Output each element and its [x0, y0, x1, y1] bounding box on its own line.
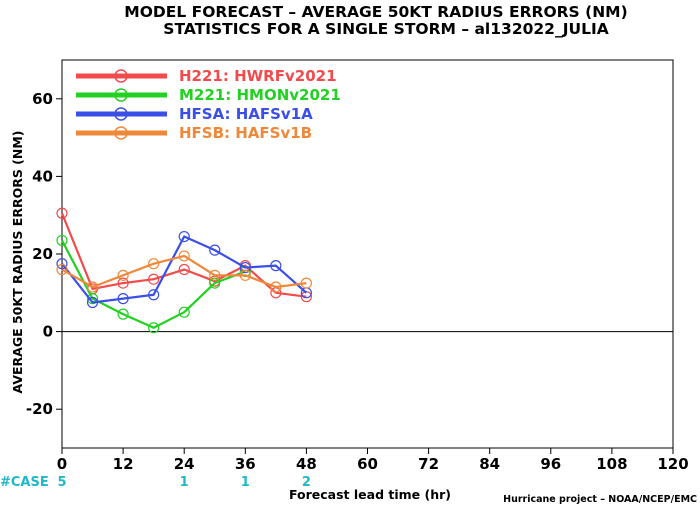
- data-point: [178, 230, 190, 243]
- data-point: [148, 258, 160, 270]
- credit-text: Hurricane project – NOAA/NCEP/EMC: [503, 494, 697, 505]
- data-point: [117, 277, 129, 289]
- data-point: [86, 293, 99, 305]
- x-tick-label: 108: [596, 455, 627, 473]
- x-tick-label: 72: [418, 455, 439, 473]
- legend-marker: [114, 69, 128, 83]
- data-point: [270, 260, 282, 272]
- chart-title: MODEL FORECAST – AVERAGE 50KT RADIUS ERR…: [124, 3, 627, 21]
- legend-marker: [114, 126, 128, 140]
- y-axis-ticks: -20 0 20 40 60: [26, 90, 62, 418]
- x-tick-label: 60: [357, 455, 378, 473]
- series-line: [61, 239, 246, 329]
- data-point: [239, 269, 251, 281]
- legend-marker: [114, 88, 128, 102]
- case-counts: 5 1 1 2: [57, 475, 310, 490]
- data-point: [117, 308, 129, 320]
- case-count: 5: [57, 475, 66, 490]
- data-point: [117, 269, 129, 281]
- data-point: [209, 244, 221, 256]
- series-line: [61, 254, 307, 289]
- data-point: [86, 296, 99, 309]
- data-point: [178, 306, 190, 318]
- y-tick-label: 60: [32, 90, 53, 108]
- case-label: #CASE: [0, 475, 49, 490]
- y-tick-label: 20: [32, 245, 53, 263]
- x-tick-label: 24: [174, 455, 195, 473]
- series-4: [56, 250, 312, 293]
- data-point: [209, 277, 221, 289]
- chart-subtitle: STATISTICS FOR A SINGLE STORM – al132022…: [163, 20, 608, 38]
- data-point: [270, 281, 282, 293]
- x-tick-label: 120: [657, 455, 688, 473]
- series-3: [56, 230, 312, 309]
- legend-entry: M221: HMONv2021: [179, 86, 341, 104]
- data-point: [178, 250, 190, 262]
- data-point: [86, 281, 99, 293]
- data-point: [56, 207, 68, 219]
- plot-area: [61, 59, 674, 449]
- legend-entry: HFSA: HAFSv1A: [179, 105, 313, 123]
- y-axis-label: AVERAGE 50KT RADIUS ERRORS (NM): [10, 130, 25, 393]
- data-point: [209, 269, 221, 281]
- data-point: [148, 273, 160, 285]
- x-tick-label: 84: [479, 455, 500, 473]
- x-tick-label: 12: [113, 455, 134, 473]
- x-tick-label: 0: [57, 455, 67, 473]
- legend-marker: [114, 107, 128, 121]
- case-count: 2: [302, 475, 311, 490]
- data-point: [148, 289, 160, 301]
- data-point: [178, 263, 190, 276]
- y-tick-label: 0: [43, 323, 53, 341]
- data-point: [148, 322, 160, 334]
- data-point: [56, 258, 68, 270]
- case-count: 1: [241, 475, 250, 490]
- x-axis-ticks: 0 12 24 36 48 60 72 84 96 108 120: [57, 448, 689, 473]
- data-point: [56, 234, 68, 247]
- data-point: [239, 261, 251, 274]
- data-point: [56, 263, 68, 276]
- x-axis-label: Forecast lead time (hr): [289, 487, 451, 502]
- case-count: 1: [180, 475, 189, 490]
- series-2: [56, 234, 251, 334]
- data-point: [300, 277, 312, 289]
- plot-frame: [61, 59, 674, 449]
- x-tick-label: 36: [235, 455, 256, 473]
- legend-entry: H221: HWRFv2021: [179, 67, 337, 85]
- legend-entry: HFSB: HAFSv1B: [179, 124, 312, 142]
- series-layer: [56, 207, 312, 334]
- x-tick-label: 48: [296, 455, 317, 473]
- series-line: [61, 235, 308, 304]
- x-tick-label: 96: [540, 455, 561, 473]
- data-point: [117, 293, 129, 305]
- y-tick-label: 40: [32, 167, 53, 185]
- y-tick-label: -20: [26, 400, 53, 418]
